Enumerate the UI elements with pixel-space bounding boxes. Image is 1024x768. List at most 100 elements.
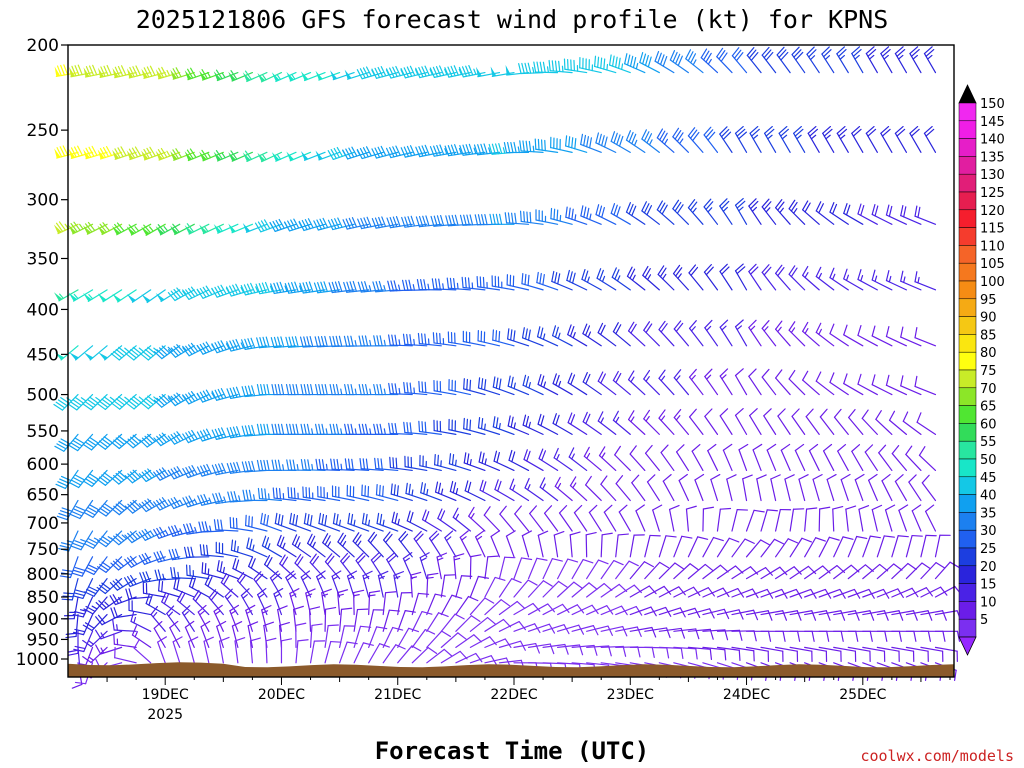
colorbar-swatch: [958, 298, 977, 317]
wind-barb: [361, 512, 384, 532]
wind-barb: [386, 216, 413, 229]
wind-barb: [382, 626, 404, 648]
wind-barb: [704, 408, 719, 435]
wind-barb: [445, 214, 471, 227]
wind-barb: [277, 605, 288, 632]
wind-barb: [909, 46, 922, 74]
wind-barb: [346, 570, 358, 598]
colorbar-swatch: [958, 369, 977, 389]
wind-barb: [833, 536, 854, 558]
wind-barb: [387, 280, 413, 292]
wind-barb: [802, 321, 820, 347]
wind-barb: [891, 630, 917, 642]
wind-barb: [775, 264, 791, 291]
wind-barb: [131, 625, 152, 648]
wind-barb: [469, 636, 497, 648]
wind-barb: [257, 487, 283, 502]
wind-barb: [745, 509, 765, 532]
wind-barb: [199, 544, 224, 558]
wind-barb: [401, 215, 428, 228]
wind-barb: [880, 46, 893, 74]
wind-barb: [426, 648, 453, 664]
wind-barb: [339, 641, 358, 664]
wind-barb: [556, 581, 583, 598]
x-tick-label: 22DEC: [490, 687, 537, 703]
wind-barb: [484, 555, 499, 580]
wind-barb: [182, 464, 210, 479]
wind-barb: [405, 482, 428, 502]
x-year-label: 2025: [147, 707, 183, 723]
wind-barb: [307, 533, 326, 558]
wind-barb: [656, 200, 675, 225]
wind-barb: [760, 509, 778, 532]
wind-barb: [459, 530, 471, 558]
wind-barb: [265, 637, 277, 664]
colorbar-label: 100: [980, 275, 1005, 290]
wind-barb: [229, 516, 253, 532]
colorbar-label: 75: [980, 364, 997, 379]
wind-barb: [600, 559, 624, 580]
y-tick-label: 800: [27, 565, 59, 585]
colorbar-swatch: [958, 156, 977, 175]
wind-barb: [731, 509, 749, 532]
wind-barb: [673, 535, 693, 558]
wind-barb: [920, 562, 946, 580]
wind-barb: [400, 145, 428, 158]
wind-barb: [788, 199, 806, 225]
wind-barb: [188, 576, 210, 598]
wind-barb: [552, 373, 573, 396]
wind-barb: [444, 530, 457, 558]
wind-barb: [522, 414, 544, 435]
wind-barb: [770, 474, 781, 502]
wind-barb: [891, 646, 915, 662]
wind-barb: [548, 59, 573, 74]
wind-barb: [95, 644, 123, 655]
wind-barb: [551, 270, 573, 291]
wind-barb: [169, 620, 181, 648]
wind-barb: [902, 411, 922, 435]
wind-barb: [183, 546, 210, 558]
wind-barb: [184, 620, 195, 648]
wind-barb: [550, 207, 573, 225]
wind-barb: [700, 48, 719, 74]
wind-barb: [199, 69, 224, 81]
wind-barb: [261, 535, 283, 558]
wind-barb: [780, 443, 791, 472]
wind-barb: [218, 636, 230, 664]
wind-barb: [346, 484, 370, 502]
wind-barb: [397, 645, 422, 664]
wind-barb: [567, 372, 588, 396]
wind-barb: [857, 325, 878, 347]
x-axis: 19DEC 20DEC 21DEC 22DEC 23DEC 24DEC 25DEC 2025: [106, 677, 951, 723]
wind-barb: [847, 610, 875, 621]
wind-barb: [109, 578, 137, 591]
wind-barb: [371, 145, 399, 159]
colorbar-swatch: [958, 227, 977, 246]
wind-barb: [84, 578, 108, 597]
wind-barb: [229, 604, 240, 632]
wind-barb: [774, 508, 792, 532]
wind-barb: [658, 627, 686, 639]
wind-barb: [542, 643, 569, 655]
wind-barb: [586, 625, 613, 636]
wind-barb: [598, 446, 617, 472]
wind-barb: [390, 483, 413, 502]
wind-barb: [461, 276, 486, 291]
wind-barb: [484, 576, 506, 598]
wind-barb: [329, 383, 355, 396]
wind-barb: [303, 512, 326, 532]
wind-barb: [83, 289, 108, 303]
wind-barb: [734, 368, 748, 396]
credit-link[interactable]: coolwx.com/models: [860, 747, 1014, 765]
wind-barb: [710, 473, 721, 502]
wind-barb: [631, 474, 646, 502]
wind-barb: [284, 281, 312, 294]
wind-barb: [247, 621, 259, 648]
wind-barb: [161, 591, 181, 616]
wind-barb: [196, 341, 224, 355]
wind-barb: [921, 474, 937, 502]
chart-title: 2025121806 GFS forecast wind profile (kt…: [136, 5, 889, 34]
wind-barb: [503, 141, 530, 154]
colorbar-label: 70: [980, 382, 997, 397]
wind-barb: [726, 474, 737, 502]
